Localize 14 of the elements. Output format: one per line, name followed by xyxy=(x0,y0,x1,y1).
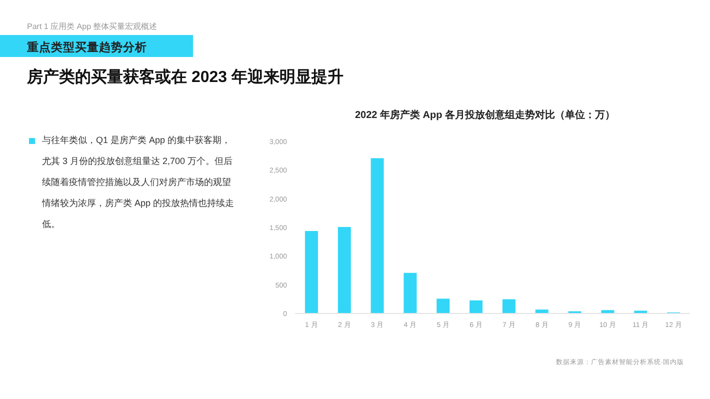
bar xyxy=(436,298,450,313)
chart-subtitle: 2022 年房产类 App 各月投放创意组走势对比（单位：万） xyxy=(354,109,616,121)
text: Part 1 应用类 App 整体买量宏观概述 xyxy=(27,22,158,31)
bar xyxy=(338,227,351,313)
text: 与往年类似，Q1 是房产类 App 的集中获客期，尤其 3 月份的投放创意组量达 2,700 万个。但后续随着疫情管控措施以及人们对房产市场的观望情绪较为浓厚，房产类 App 的投放热情也持续走低。 xyxy=(42,135,234,229)
bar xyxy=(404,272,417,313)
text: 重点类型买量趋势分析 xyxy=(26,40,147,54)
bar xyxy=(601,310,614,313)
bar xyxy=(304,231,318,313)
bar xyxy=(535,310,548,313)
bar xyxy=(470,300,483,313)
bar xyxy=(370,158,384,313)
chart-title: 房产类的买量获客或在 2023 年迎来明显提升 xyxy=(26,67,344,86)
bar xyxy=(502,299,516,313)
